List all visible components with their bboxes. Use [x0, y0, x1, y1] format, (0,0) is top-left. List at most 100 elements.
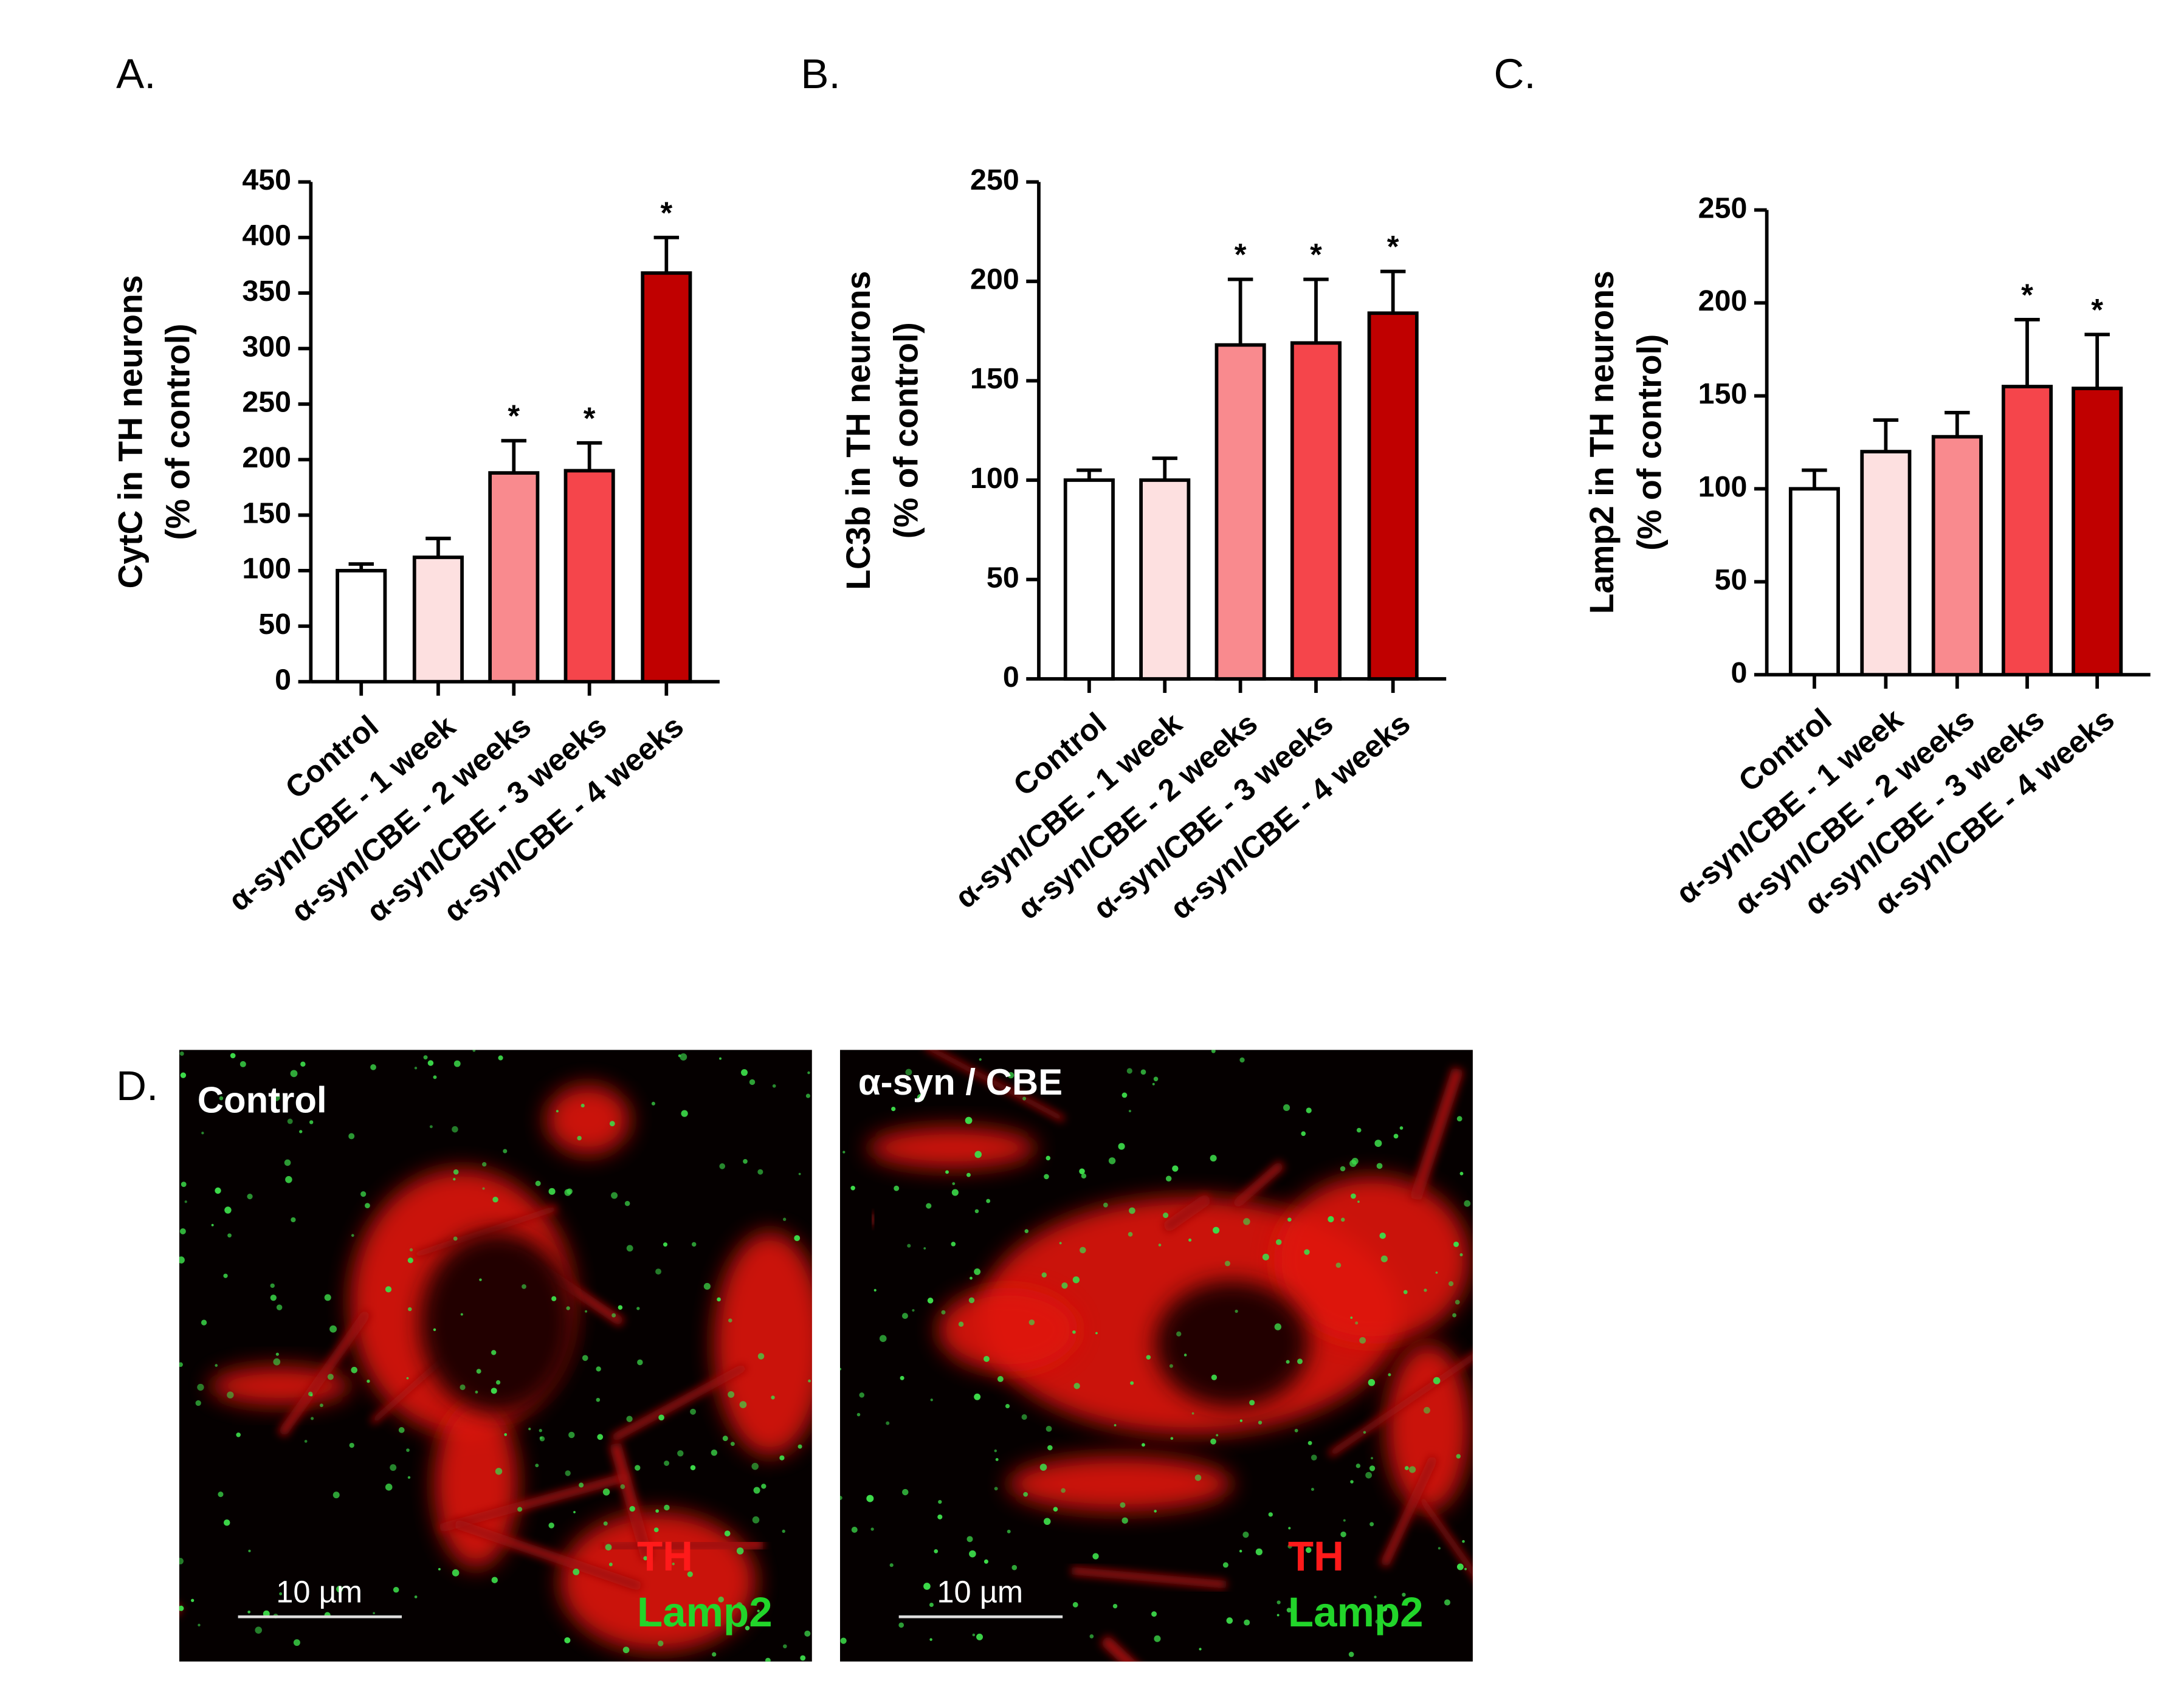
lamp2-puncta: [691, 1242, 697, 1247]
lamp2-puncta: [842, 1151, 846, 1154]
lamp2-puncta: [1158, 1244, 1162, 1247]
lamp2-puncta: [937, 1514, 943, 1519]
lamp2-puncta: [722, 1436, 728, 1442]
lamp2-puncta: [886, 1421, 890, 1425]
lamp2-puncta: [1311, 1487, 1314, 1491]
y-axis-label: CytC in TH neurons: [111, 275, 149, 589]
channel-label: TH: [637, 1532, 693, 1580]
lamp2-puncta: [889, 1563, 894, 1567]
lamp2-puncta: [453, 1169, 459, 1175]
lamp2-puncta: [664, 1460, 670, 1466]
lamp2-puncta: [951, 1189, 959, 1196]
lamp2-puncta: [1462, 1539, 1465, 1543]
lamp2-puncta: [859, 1392, 865, 1398]
lamp2-puncta: [479, 1278, 482, 1281]
lamp2-puncta: [276, 1304, 283, 1310]
lamp2-puncta: [179, 1051, 184, 1056]
lamp2-puncta: [851, 1526, 858, 1533]
lamp2-puncta: [629, 1505, 635, 1512]
lamp2-puncta: [1435, 1271, 1438, 1274]
y-tick-label: 150: [970, 362, 1019, 395]
th-process: [869, 1213, 877, 1225]
lamp2-puncta: [1376, 1163, 1383, 1169]
significance-label: *: [1235, 237, 1247, 272]
y-tick-label: 250: [1698, 191, 1748, 224]
lamp2-puncta: [573, 1568, 580, 1575]
lamp2-puncta: [255, 1626, 263, 1634]
lamp2-puncta: [1464, 1200, 1471, 1207]
lamp2-puncta: [717, 1297, 721, 1302]
lamp2-puncta: [535, 1180, 541, 1186]
lamp2-puncta: [427, 1060, 434, 1066]
th-stain: [1008, 1456, 1232, 1512]
th-process: [926, 1050, 1066, 1123]
lamp2-puncta: [1350, 1480, 1354, 1484]
bar: [1367, 311, 1419, 681]
lamp2-puncta: [1456, 1454, 1461, 1459]
lamp2-puncta: [719, 1163, 726, 1169]
lamp2-puncta: [195, 1400, 201, 1406]
lamp2-puncta: [1165, 1175, 1172, 1182]
lamp2-puncta: [635, 1465, 641, 1471]
lamp2-puncta: [1455, 1299, 1460, 1305]
lamp2-puncta: [370, 1064, 376, 1070]
lamp2-puncta: [556, 1110, 559, 1113]
th-stain: [210, 1366, 350, 1406]
y-tick-label: 350: [242, 275, 291, 308]
lamp2-puncta: [407, 1257, 413, 1264]
y-tick-label: 250: [970, 163, 1019, 196]
lamp2-puncta: [995, 1457, 999, 1461]
lamp2-puncta: [757, 1353, 765, 1360]
lamp2-puncta: [215, 1187, 221, 1194]
lamp2-puncta: [970, 1276, 973, 1280]
lamp2-puncta: [624, 1200, 630, 1206]
lamp2-puncta: [730, 1442, 735, 1446]
lamp2-puncta: [1274, 1323, 1282, 1330]
lamp2-puncta: [438, 1567, 441, 1570]
lamp2-puncta: [736, 1547, 744, 1555]
lamp2-puncta: [1356, 1464, 1361, 1468]
lamp2-puncta: [901, 1313, 908, 1319]
lamp2-puncta: [1456, 1116, 1462, 1122]
lamp2-puncta: [839, 1367, 842, 1371]
lamp2-puncta: [1306, 1107, 1312, 1113]
lamp2-puncta: [994, 1449, 997, 1453]
lamp2-puncta: [783, 1217, 787, 1221]
lamp2-puncta: [1335, 1262, 1342, 1268]
lamp2-puncta: [1023, 1491, 1028, 1497]
significance-label: *: [508, 399, 520, 433]
lamp2-puncta: [797, 1444, 802, 1449]
lamp2-puncta: [1365, 1471, 1373, 1479]
lamp2-puncta: [1199, 1648, 1202, 1651]
lamp2-puncta: [952, 1182, 956, 1185]
lamp2-puncta: [1239, 1549, 1242, 1553]
lamp2-puncta: [1129, 1207, 1135, 1214]
lamp2-puncta: [270, 1283, 275, 1288]
lamp2-puncta: [585, 1310, 588, 1313]
channel-label: Lamp2: [637, 1588, 773, 1636]
lamp2-puncta: [1154, 1510, 1157, 1513]
lamp2-puncta: [1045, 1425, 1052, 1432]
lamp2-puncta: [475, 1390, 478, 1394]
lamp2-puncta: [1118, 1143, 1125, 1150]
image-title: α-syn / CBE: [858, 1062, 1063, 1102]
lamp2-puncta: [1424, 1288, 1427, 1292]
th-process: [277, 1309, 372, 1437]
lamp2-puncta: [1022, 1096, 1027, 1101]
lamp2-puncta: [1061, 1488, 1066, 1493]
lamp2-puncta: [409, 1248, 413, 1252]
lamp2-puncta: [1021, 1414, 1027, 1420]
lamp2-puncta: [934, 1549, 939, 1553]
lamp2-puncta: [611, 1313, 616, 1318]
th-process: [438, 1472, 629, 1533]
lamp2-puncta: [230, 1053, 236, 1059]
lamp2-puncta: [1140, 1069, 1146, 1075]
panel-label: A.: [116, 50, 156, 97]
lamp2-puncta: [678, 1054, 681, 1058]
lamp2-puncta: [839, 1496, 842, 1501]
lamp2-puncta: [794, 1235, 801, 1242]
lamp2-puncta: [1399, 1126, 1404, 1130]
lamp2-puncta: [1211, 1050, 1216, 1053]
lamp2-puncta: [979, 1058, 982, 1061]
lamp2-puncta: [577, 1135, 582, 1141]
